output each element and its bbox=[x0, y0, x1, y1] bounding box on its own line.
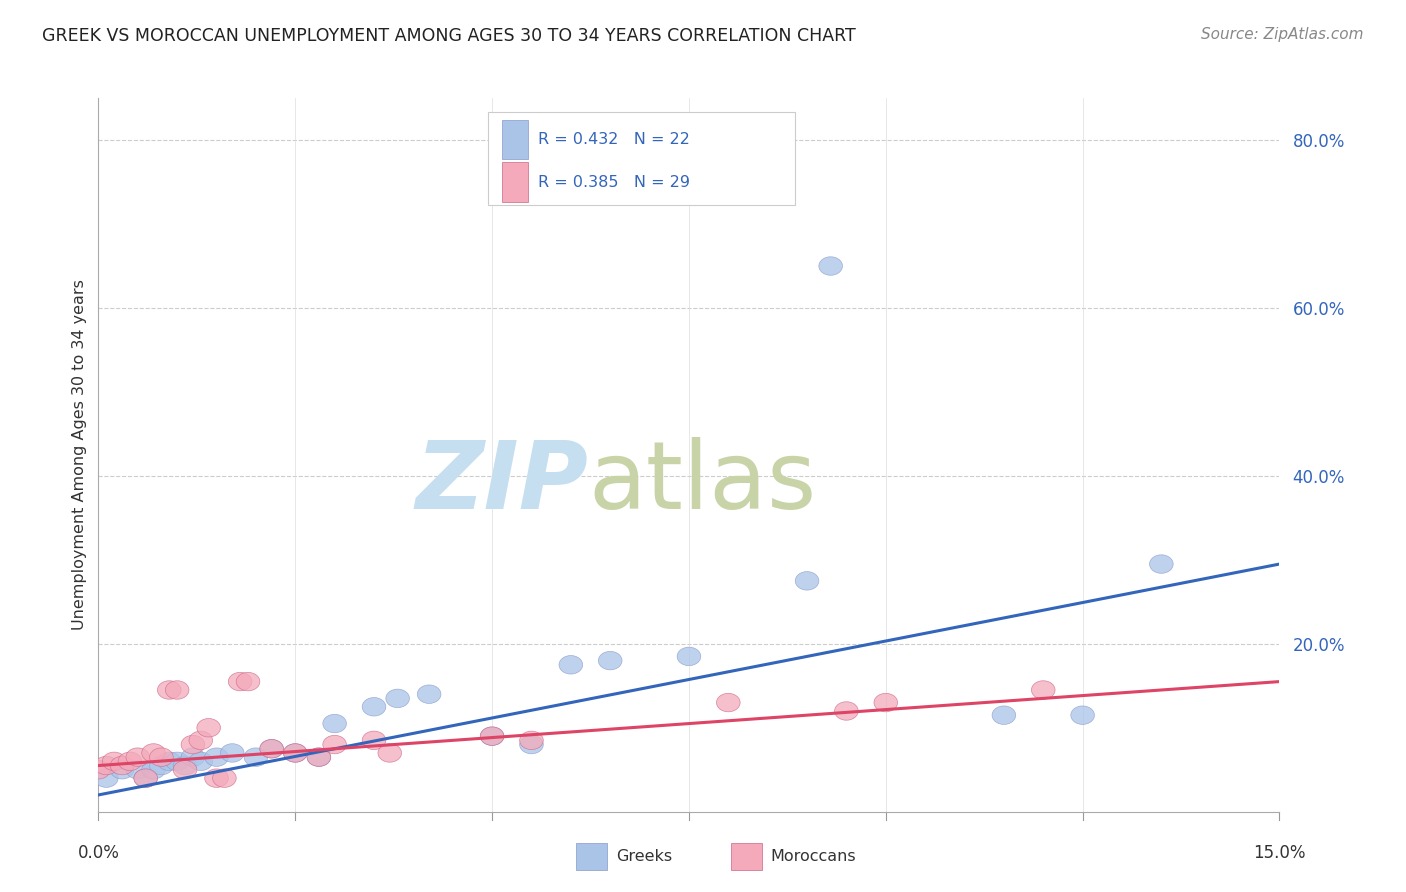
Ellipse shape bbox=[103, 752, 127, 771]
Ellipse shape bbox=[221, 744, 245, 762]
Ellipse shape bbox=[228, 673, 252, 690]
Ellipse shape bbox=[1071, 706, 1094, 724]
Ellipse shape bbox=[245, 747, 267, 766]
Ellipse shape bbox=[835, 702, 858, 720]
Ellipse shape bbox=[127, 761, 149, 779]
FancyBboxPatch shape bbox=[488, 112, 796, 205]
Ellipse shape bbox=[323, 735, 346, 754]
Ellipse shape bbox=[875, 693, 897, 712]
Text: ZIP: ZIP bbox=[416, 437, 589, 530]
Ellipse shape bbox=[166, 681, 188, 699]
Ellipse shape bbox=[149, 747, 173, 766]
Ellipse shape bbox=[363, 698, 385, 716]
Ellipse shape bbox=[307, 747, 330, 766]
Ellipse shape bbox=[307, 747, 330, 766]
Text: 0.0%: 0.0% bbox=[77, 844, 120, 862]
Ellipse shape bbox=[197, 719, 221, 737]
Ellipse shape bbox=[323, 714, 346, 733]
Y-axis label: Unemployment Among Ages 30 to 34 years: Unemployment Among Ages 30 to 34 years bbox=[72, 279, 87, 631]
Ellipse shape bbox=[110, 761, 134, 779]
FancyBboxPatch shape bbox=[502, 120, 529, 159]
Ellipse shape bbox=[260, 739, 284, 758]
Ellipse shape bbox=[520, 735, 543, 754]
Ellipse shape bbox=[188, 731, 212, 749]
FancyBboxPatch shape bbox=[502, 162, 529, 202]
Ellipse shape bbox=[134, 769, 157, 788]
Ellipse shape bbox=[481, 727, 503, 746]
Ellipse shape bbox=[205, 769, 228, 788]
Ellipse shape bbox=[157, 752, 181, 771]
Ellipse shape bbox=[134, 769, 157, 788]
Ellipse shape bbox=[481, 727, 503, 746]
Text: Moroccans: Moroccans bbox=[770, 849, 856, 863]
Ellipse shape bbox=[993, 706, 1015, 724]
Ellipse shape bbox=[142, 761, 166, 779]
Ellipse shape bbox=[205, 747, 228, 766]
Ellipse shape bbox=[378, 744, 402, 762]
Ellipse shape bbox=[284, 744, 307, 762]
Ellipse shape bbox=[181, 747, 205, 766]
Ellipse shape bbox=[173, 756, 197, 775]
Ellipse shape bbox=[560, 656, 582, 674]
Text: GREEK VS MOROCCAN UNEMPLOYMENT AMONG AGES 30 TO 34 YEARS CORRELATION CHART: GREEK VS MOROCCAN UNEMPLOYMENT AMONG AGE… bbox=[42, 27, 856, 45]
Ellipse shape bbox=[520, 731, 543, 749]
Ellipse shape bbox=[418, 685, 441, 704]
Ellipse shape bbox=[142, 744, 166, 762]
Ellipse shape bbox=[717, 693, 740, 712]
Ellipse shape bbox=[212, 769, 236, 788]
Ellipse shape bbox=[110, 756, 134, 775]
Ellipse shape bbox=[127, 747, 149, 766]
Ellipse shape bbox=[599, 651, 621, 670]
Text: Source: ZipAtlas.com: Source: ZipAtlas.com bbox=[1201, 27, 1364, 42]
Ellipse shape bbox=[94, 756, 118, 775]
Ellipse shape bbox=[181, 735, 205, 754]
Text: 15.0%: 15.0% bbox=[1253, 844, 1306, 862]
Text: R = 0.385   N = 29: R = 0.385 N = 29 bbox=[537, 175, 690, 190]
Ellipse shape bbox=[796, 572, 818, 591]
Ellipse shape bbox=[94, 769, 118, 788]
Ellipse shape bbox=[678, 648, 700, 665]
Ellipse shape bbox=[260, 739, 284, 758]
Ellipse shape bbox=[173, 761, 197, 779]
Ellipse shape bbox=[363, 731, 385, 749]
Ellipse shape bbox=[236, 673, 260, 690]
Text: R = 0.432   N = 22: R = 0.432 N = 22 bbox=[537, 132, 689, 147]
Ellipse shape bbox=[818, 257, 842, 276]
Text: Greeks: Greeks bbox=[616, 849, 672, 863]
Ellipse shape bbox=[385, 690, 409, 707]
Ellipse shape bbox=[149, 756, 173, 775]
Ellipse shape bbox=[118, 752, 142, 771]
Ellipse shape bbox=[157, 681, 181, 699]
Ellipse shape bbox=[284, 744, 307, 762]
Text: atlas: atlas bbox=[589, 437, 817, 530]
Ellipse shape bbox=[188, 752, 212, 771]
Ellipse shape bbox=[1032, 681, 1054, 699]
Ellipse shape bbox=[166, 752, 188, 771]
Ellipse shape bbox=[1150, 555, 1173, 574]
Ellipse shape bbox=[87, 761, 110, 779]
